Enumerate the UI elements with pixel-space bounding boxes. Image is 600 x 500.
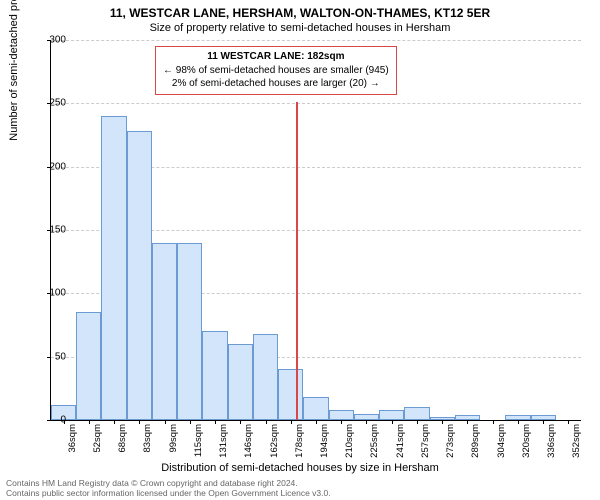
- y-tick-label: 0: [26, 415, 66, 426]
- y-gridline: [51, 40, 581, 41]
- histogram-bar: [379, 410, 404, 420]
- x-tick-mark: [89, 420, 90, 424]
- x-tick-mark: [114, 420, 115, 424]
- histogram-bar: [404, 407, 429, 420]
- x-tick-label: 83sqm: [142, 424, 153, 464]
- annotation-line2: 2% of semi-detached houses are larger (2…: [163, 77, 389, 91]
- histogram-bar: [76, 312, 101, 420]
- y-tick-label: 150: [26, 225, 66, 236]
- x-tick-mark: [392, 420, 393, 424]
- y-tick-label: 200: [26, 161, 66, 172]
- y-tick-label: 300: [26, 35, 66, 46]
- x-tick-label: 194sqm: [319, 424, 330, 464]
- x-tick-mark: [417, 420, 418, 424]
- x-tick-mark: [518, 420, 519, 424]
- x-tick-label: 257sqm: [420, 424, 431, 464]
- x-tick-mark: [442, 420, 443, 424]
- x-tick-label: 178sqm: [294, 424, 305, 464]
- y-axis-label: Number of semi-detached properties: [8, 0, 20, 141]
- x-tick-label: 304sqm: [496, 424, 507, 464]
- histogram-bar: [177, 243, 202, 420]
- histogram-bar: [101, 116, 126, 420]
- x-tick-mark: [165, 420, 166, 424]
- x-tick-label: 99sqm: [168, 424, 179, 464]
- x-tick-mark: [291, 420, 292, 424]
- footer-text: Contains HM Land Registry data © Crown c…: [6, 478, 331, 498]
- annotation-title: 11 WESTCAR LANE: 182sqm: [163, 50, 389, 64]
- histogram-bar: [253, 334, 278, 420]
- x-tick-mark: [215, 420, 216, 424]
- x-tick-label: 131sqm: [218, 424, 229, 464]
- x-tick-label: 225sqm: [369, 424, 380, 464]
- histogram-bar: [329, 410, 354, 420]
- x-tick-label: 320sqm: [521, 424, 532, 464]
- y-tick-label: 100: [26, 288, 66, 299]
- histogram-bar: [127, 131, 152, 420]
- x-tick-label: 352sqm: [571, 424, 582, 464]
- chart-subtitle: Size of property relative to semi-detach…: [0, 20, 600, 34]
- x-tick-label: 115sqm: [193, 424, 204, 464]
- x-tick-mark: [543, 420, 544, 424]
- x-tick-mark: [568, 420, 569, 424]
- x-tick-mark: [190, 420, 191, 424]
- histogram-bar: [228, 344, 253, 420]
- annotation-box: 11 WESTCAR LANE: 182sqm← 98% of semi-det…: [155, 46, 397, 95]
- x-tick-mark: [240, 420, 241, 424]
- x-tick-label: 336sqm: [546, 424, 557, 464]
- histogram-bar: [303, 397, 328, 420]
- x-tick-mark: [341, 420, 342, 424]
- y-tick-label: 50: [26, 351, 66, 362]
- x-tick-label: 241sqm: [395, 424, 406, 464]
- x-tick-label: 36sqm: [67, 424, 78, 464]
- x-tick-mark: [316, 420, 317, 424]
- x-tick-label: 289sqm: [470, 424, 481, 464]
- marker-line: [296, 102, 298, 420]
- x-tick-mark: [266, 420, 267, 424]
- histogram-bar: [278, 369, 303, 420]
- histogram-bar: [152, 243, 177, 420]
- chart-title: 11, WESTCAR LANE, HERSHAM, WALTON-ON-THA…: [0, 0, 600, 20]
- y-tick-label: 250: [26, 98, 66, 109]
- x-tick-label: 210sqm: [344, 424, 355, 464]
- x-tick-label: 146sqm: [243, 424, 254, 464]
- x-tick-mark: [139, 420, 140, 424]
- x-tick-label: 162sqm: [269, 424, 280, 464]
- footer-line2: Contains public sector information licen…: [6, 488, 331, 498]
- plot-area: [50, 40, 581, 421]
- x-tick-mark: [366, 420, 367, 424]
- x-tick-mark: [467, 420, 468, 424]
- x-tick-label: 68sqm: [117, 424, 128, 464]
- x-tick-label: 273sqm: [445, 424, 456, 464]
- histogram-bar: [202, 331, 227, 420]
- footer-line1: Contains HM Land Registry data © Crown c…: [6, 478, 331, 488]
- chart-container: 11, WESTCAR LANE, HERSHAM, WALTON-ON-THA…: [0, 0, 600, 500]
- annotation-line1: ← 98% of semi-detached houses are smalle…: [163, 64, 389, 78]
- x-tick-mark: [493, 420, 494, 424]
- x-tick-label: 52sqm: [92, 424, 103, 464]
- y-gridline: [51, 103, 581, 104]
